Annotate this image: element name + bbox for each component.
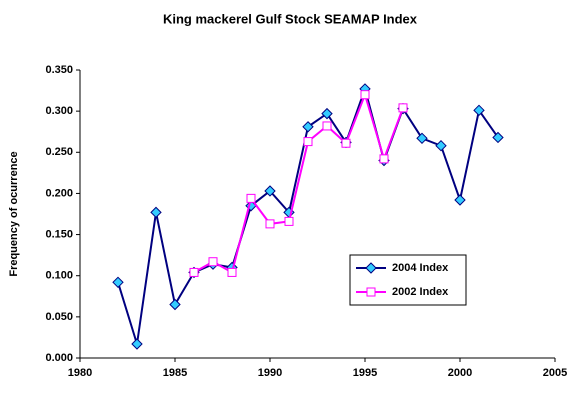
y-tick-label: 0.050 [45, 311, 73, 323]
x-tick-label: 1980 [68, 367, 92, 379]
point [322, 121, 332, 131]
point [150, 206, 162, 219]
point [265, 219, 275, 229]
point [189, 267, 199, 277]
y-tick-label: 0.100 [45, 270, 73, 282]
legend-label: 2002 Index [392, 286, 449, 298]
x-tick-label: 1985 [163, 367, 187, 379]
y-tick-label: 0.250 [45, 146, 73, 158]
legend [349, 254, 467, 306]
point [112, 276, 124, 289]
point [435, 139, 447, 152]
x-tick-label: 2000 [448, 367, 472, 379]
point [284, 216, 294, 226]
point [131, 338, 143, 350]
legend-marker [366, 287, 376, 297]
y-tick-label: 0.300 [45, 105, 73, 117]
point [302, 121, 314, 133]
series-line [193, 91, 404, 274]
point [454, 194, 466, 206]
y-tick-label: 0.150 [45, 228, 73, 240]
point [360, 90, 370, 100]
legend-label: 2004 Index [392, 262, 449, 274]
x-tick-label: 1995 [353, 367, 377, 379]
point [169, 298, 181, 311]
chart-title: King mackerel Gulf Stock SEAMAP Index [163, 11, 418, 26]
point [321, 107, 333, 120]
legend-marker [365, 262, 377, 274]
point [208, 257, 218, 267]
y-tick-label: 0.000 [45, 352, 73, 364]
point [303, 137, 313, 147]
x-tick-label: 2005 [543, 367, 567, 379]
point [398, 103, 408, 113]
point [227, 267, 237, 277]
point [473, 104, 485, 117]
point [416, 132, 428, 145]
x-tick-label: 1990 [258, 367, 282, 379]
point [492, 131, 504, 144]
point [264, 185, 276, 197]
y-tick-label: 0.350 [45, 64, 73, 76]
y-axis-label: Frequency of ocurrence [8, 151, 20, 276]
point [341, 138, 351, 148]
point [246, 193, 256, 203]
y-tick-label: 0.200 [45, 187, 73, 199]
point [379, 154, 389, 164]
